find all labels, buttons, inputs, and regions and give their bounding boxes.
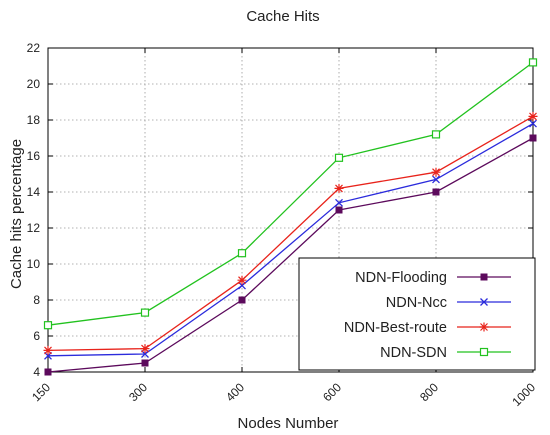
series-layer [43, 58, 538, 376]
data-point [43, 321, 53, 330]
y-tick-label: 18 [27, 113, 41, 127]
data-point [528, 111, 538, 121]
data-point [529, 134, 537, 142]
data-point [141, 359, 149, 367]
legend-label: NDN-Ncc [386, 295, 447, 311]
y-tick-label: 6 [33, 329, 40, 343]
data-point [479, 322, 489, 332]
legend-item: NDN-SDN [380, 345, 511, 361]
data-point [43, 345, 53, 355]
data-point [140, 344, 150, 354]
legend-label: NDN-SDN [380, 345, 447, 361]
series-line [47, 115, 534, 352]
x-tick-label: 1000 [509, 380, 538, 409]
data-point [479, 347, 489, 357]
series-line [47, 123, 534, 357]
legend-label: NDN-Flooding [355, 270, 447, 286]
data-point [528, 58, 538, 67]
legend-item: NDN-Ncc [386, 295, 511, 311]
y-tick-label: 12 [27, 221, 41, 235]
data-point [529, 119, 537, 128]
legend: NDN-Flooding NDN-Ncc NDN-Best-route NDN-SDN [298, 257, 536, 371]
data-point [237, 249, 247, 258]
y-tick-label: 14 [27, 185, 41, 199]
data-point [432, 188, 440, 196]
x-tick-label: 800 [417, 380, 441, 404]
data-point [432, 175, 440, 184]
data-point [335, 198, 343, 207]
y-tick-label: 4 [33, 365, 40, 379]
x-tick-label: 600 [320, 380, 344, 404]
data-point [431, 130, 441, 139]
y-axis-title: Cache hits percentage [8, 139, 25, 289]
x-tick-label: 150 [29, 380, 53, 404]
legend-label: NDN-Best-route [344, 320, 447, 336]
series-ndn-sdn [43, 58, 538, 330]
series-ndn-best-route [43, 111, 538, 355]
data-point [431, 167, 441, 177]
y-tick-label: 20 [27, 77, 41, 91]
y-tick-label: 10 [27, 257, 41, 271]
series-ndn-flooding [44, 134, 537, 376]
data-point [238, 296, 246, 304]
data-point [140, 308, 150, 317]
data-point [480, 298, 488, 306]
data-point [334, 153, 344, 162]
x-tick-label: 400 [223, 380, 247, 404]
x-axis-title: Nodes Number [238, 415, 339, 432]
plot-frame [47, 47, 534, 373]
data-point [237, 275, 247, 285]
y-tick-label: 8 [33, 293, 40, 307]
data-point [334, 183, 344, 193]
legend-item: NDN-Flooding [355, 270, 511, 286]
data-point [335, 206, 343, 214]
series-line [47, 137, 534, 373]
data-point [480, 273, 488, 281]
data-point [44, 368, 52, 376]
legend-item: NDN-Best-route [344, 320, 511, 336]
y-tick-label: 22 [27, 41, 41, 55]
x-tick-label: 300 [126, 380, 150, 404]
series-line [47, 61, 534, 326]
chart-title: Cache Hits [246, 8, 319, 25]
y-tick-label: 16 [27, 149, 41, 163]
